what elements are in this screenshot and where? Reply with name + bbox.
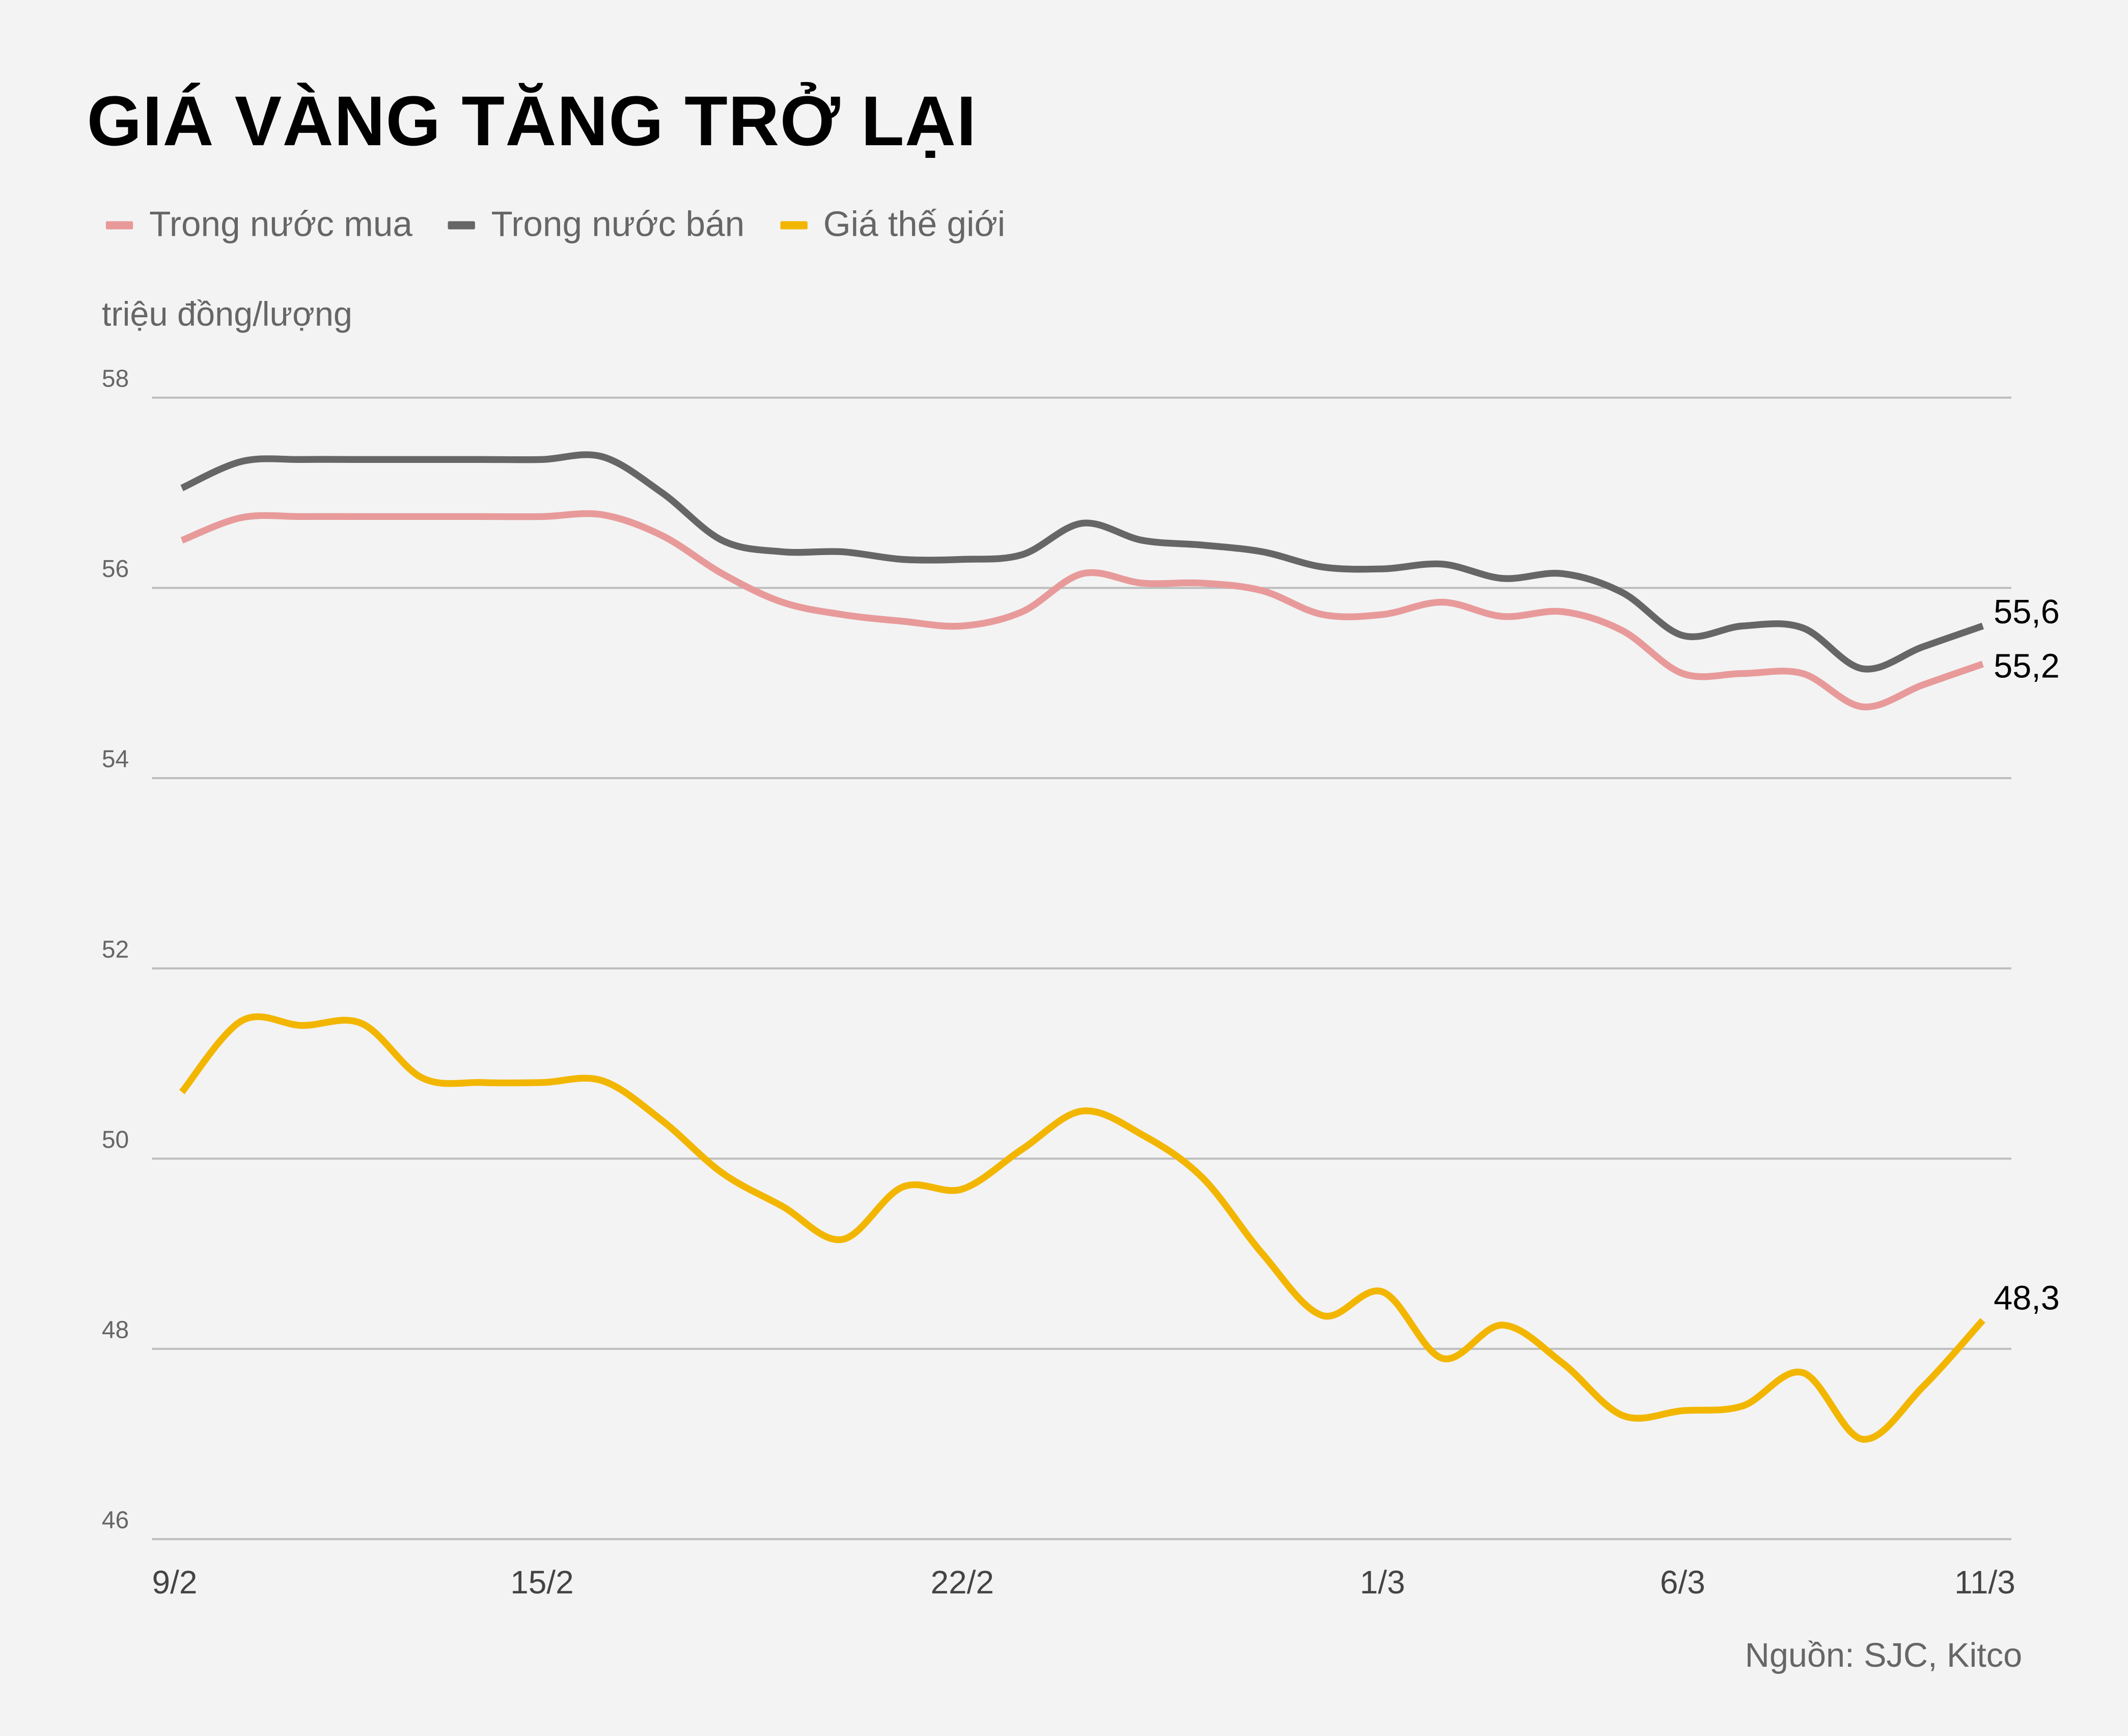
- y-tick-label: 58: [102, 366, 129, 393]
- x-tick-label: 1/3: [1360, 1564, 1405, 1601]
- legend-swatch-buy: [105, 221, 133, 229]
- y-tick-label: 50: [102, 1126, 129, 1153]
- source-note: Nguồn: SJC, Kitco: [1745, 1637, 2023, 1675]
- x-tick-label: 22/2: [930, 1564, 993, 1601]
- x-tick-label: 11/3: [1954, 1564, 2015, 1601]
- series-line-domestic-sell: [180, 451, 1984, 673]
- legend-label-buy: Trong nước mua: [149, 203, 412, 244]
- y-axis-unit: triệu đồng/lượng: [101, 296, 352, 334]
- x-tick-label: 9/2: [152, 1564, 198, 1601]
- y-tick-label: 54: [102, 746, 129, 773]
- series-line-world: [179, 1013, 1985, 1443]
- end-value-label: 55,2: [1994, 648, 2060, 685]
- legend: Trong nước mua Trong nước bán Giá thế gi…: [105, 203, 1005, 246]
- legend-item-sell: Trong nước bán: [448, 204, 744, 246]
- x-tick-label: 15/2: [510, 1564, 573, 1601]
- chart-title: GIÁ VÀNG TĂNG TRỞ LẠI: [87, 82, 977, 162]
- legend-item-buy: Trong nước mua: [105, 203, 412, 246]
- end-value-label: 55,6: [1994, 593, 2060, 631]
- series-line-domestic-buy: [180, 510, 1984, 710]
- legend-swatch-world: [780, 221, 807, 229]
- y-tick-label: 48: [102, 1316, 129, 1343]
- legend-label-world: Giá thế giới: [823, 203, 1006, 244]
- legend-label-sell: Trong nước bán: [491, 203, 745, 244]
- legend-item-world: Giá thế giới: [780, 204, 1005, 246]
- legend-swatch-sell: [448, 221, 475, 229]
- end-value-label: 48,3: [1994, 1279, 2060, 1317]
- x-tick-label: 6/3: [1660, 1564, 1705, 1601]
- y-tick-label: 52: [102, 936, 129, 963]
- y-tick-label: 46: [102, 1507, 129, 1534]
- y-tick-label: 56: [102, 556, 129, 583]
